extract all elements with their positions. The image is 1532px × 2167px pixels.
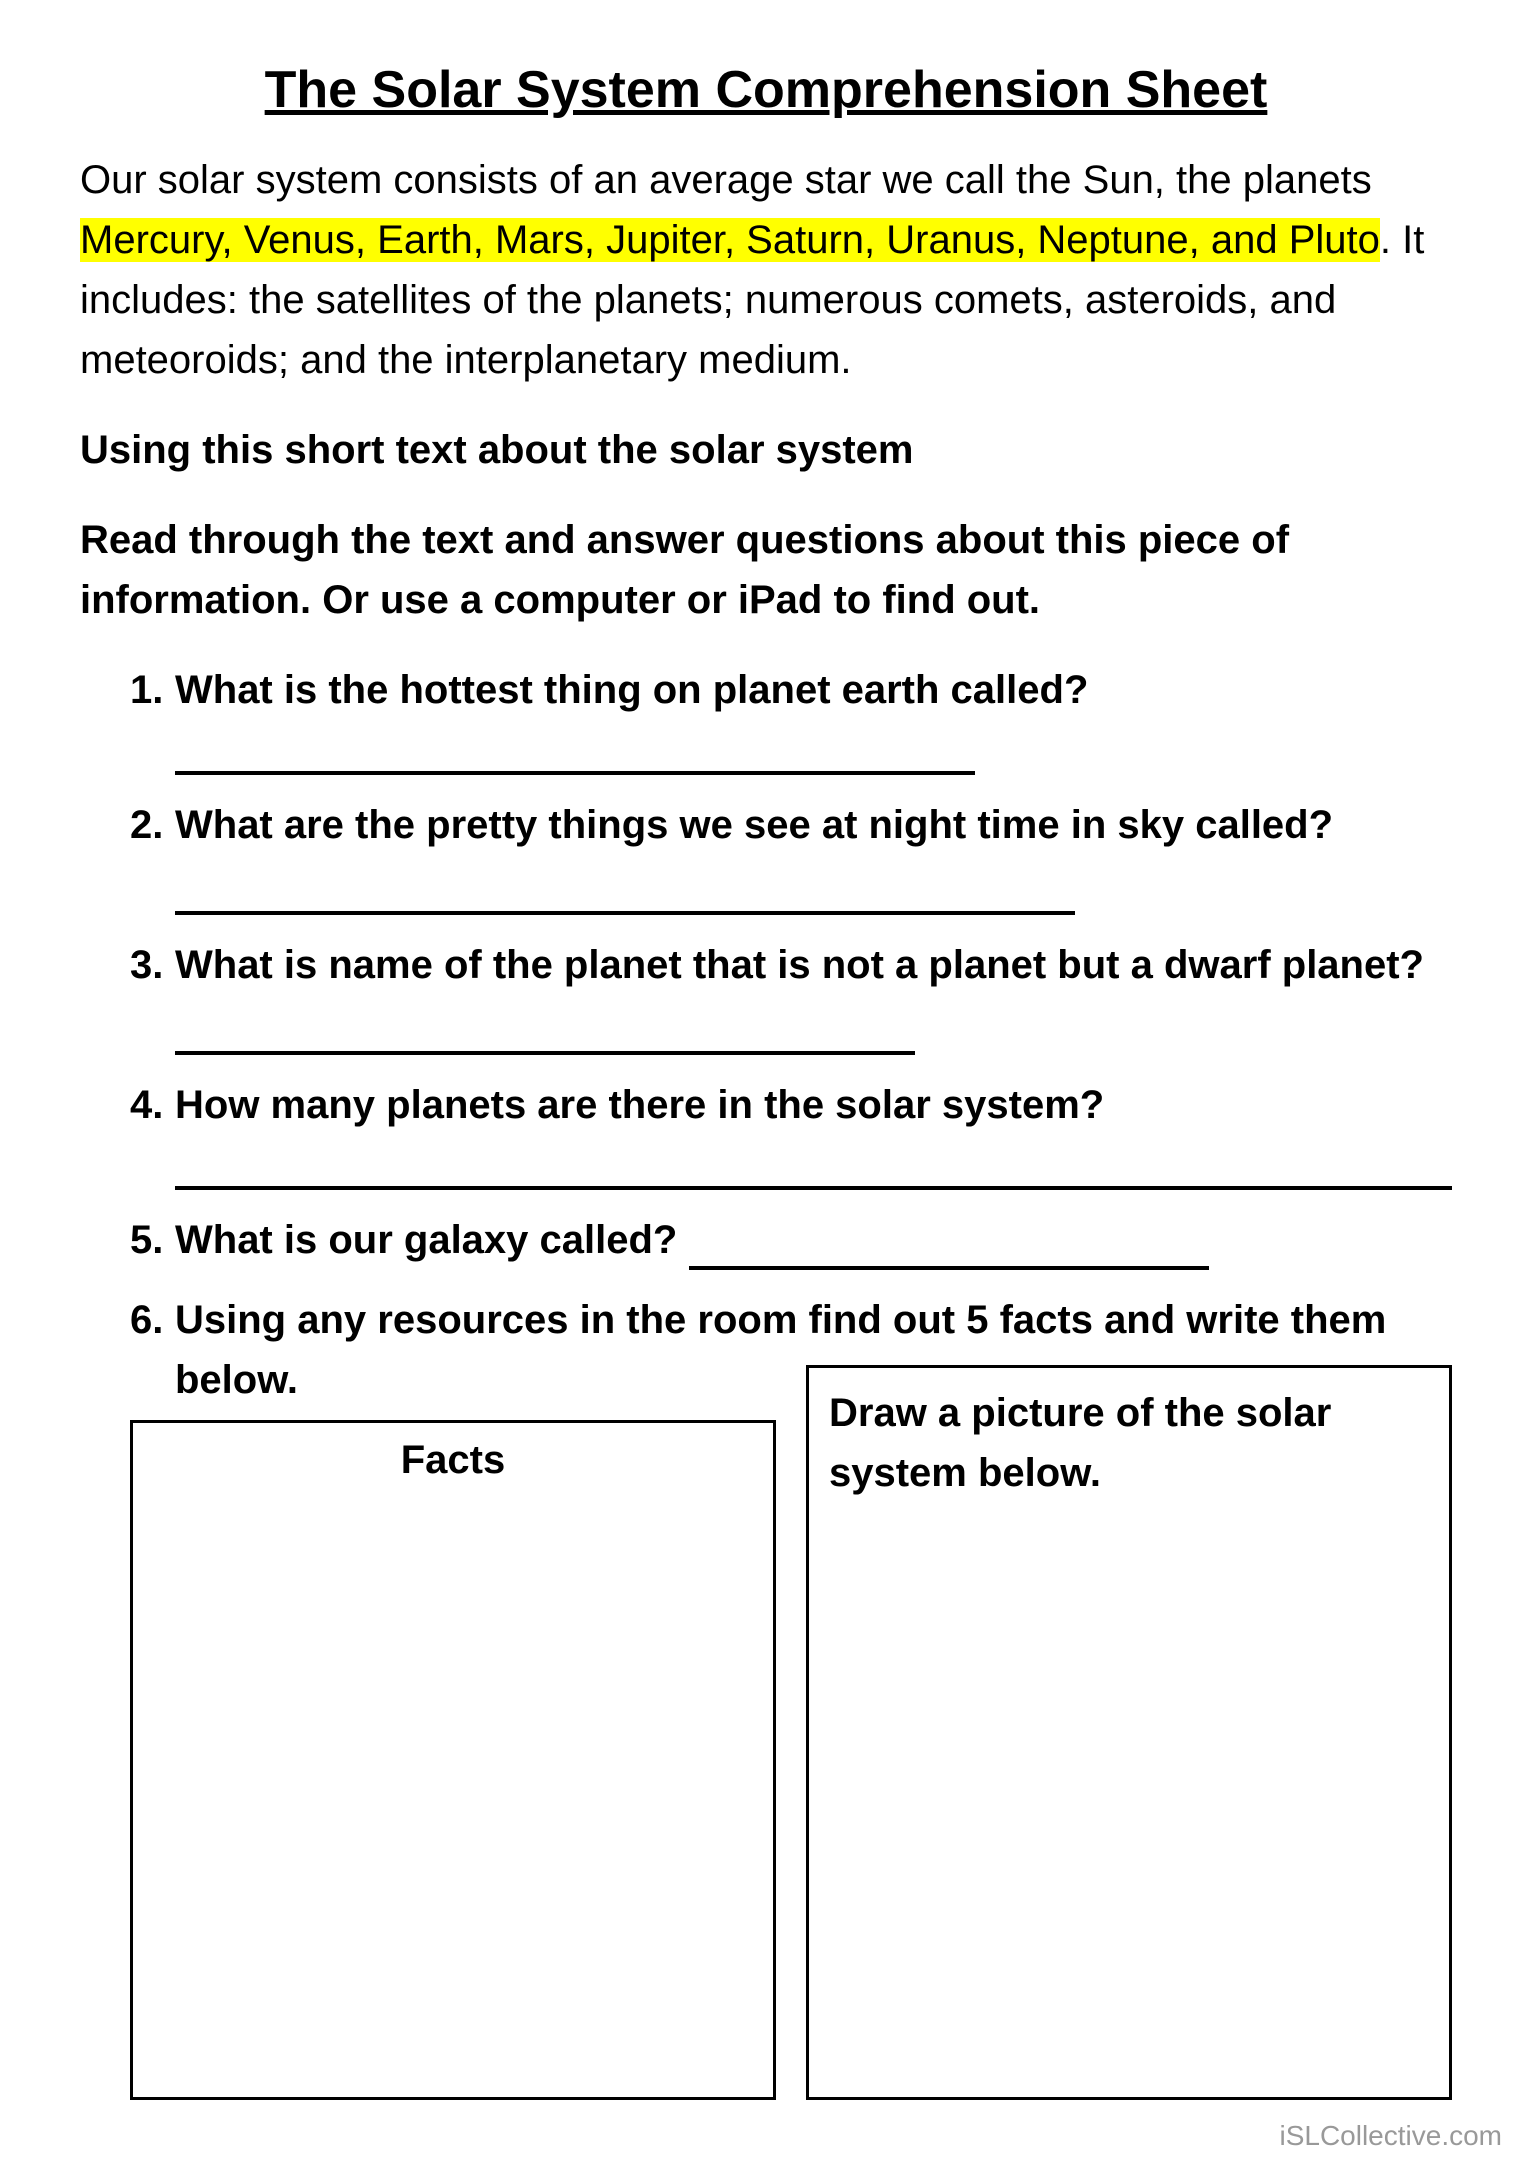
question-text: What is name of the planet that is not a… (175, 935, 1452, 1055)
answer-line[interactable] (175, 1017, 915, 1055)
question-text: What are the pretty things we see at nig… (175, 795, 1452, 915)
question-number: 6. (130, 1290, 175, 1410)
instruction-2: Read through the text and answer questio… (80, 510, 1452, 630)
question-2-text: What are the pretty things we see at nig… (175, 803, 1333, 847)
worksheet-title: The Solar System Comprehension Sheet (80, 60, 1452, 120)
question-number: 4. (130, 1075, 175, 1190)
instruction-1: Using this short text about the solar sy… (80, 420, 1452, 480)
question-3: 3. What is name of the planet that is no… (130, 935, 1452, 1055)
watermark: iSLCollective.com (1279, 2120, 1502, 2152)
questions-list: 1. What is the hottest thing on planet e… (80, 660, 1452, 1410)
question-4-text: How many planets are there in the solar … (175, 1083, 1104, 1127)
question-1-text: What is the hottest thing on planet eart… (175, 668, 1088, 712)
question-number: 3. (130, 935, 175, 1055)
question-number: 5. (130, 1210, 175, 1270)
answer-line[interactable] (175, 1140, 1452, 1190)
answer-line[interactable] (689, 1232, 1209, 1270)
draw-box[interactable]: Draw a picture of the solar system below… (806, 1365, 1452, 2100)
question-number: 2. (130, 795, 175, 915)
intro-highlight: Mercury, Venus, Earth, Mars, Jupiter, Sa… (80, 218, 1380, 262)
question-2: 2. What are the pretty things we see at … (130, 795, 1452, 915)
question-1: 1. What is the hottest thing on planet e… (130, 660, 1452, 775)
facts-box-title: Facts (153, 1438, 753, 1483)
question-5-text: What is our galaxy called? (175, 1218, 677, 1262)
question-number: 1. (130, 660, 175, 775)
intro-before: Our solar system consists of an average … (80, 158, 1372, 202)
question-4: 4. How many planets are there in the sol… (130, 1075, 1452, 1190)
intro-paragraph: Our solar system consists of an average … (80, 150, 1452, 390)
question-3-text: What is name of the planet that is not a… (175, 943, 1424, 987)
boxes-row: Facts Draw a picture of the solar system… (80, 1420, 1452, 2100)
question-text: What is our galaxy called? (175, 1210, 1452, 1270)
question-text: How many planets are there in the solar … (175, 1075, 1452, 1190)
draw-box-title: Draw a picture of the solar system below… (829, 1383, 1429, 1503)
facts-box[interactable]: Facts (130, 1420, 776, 2100)
answer-line[interactable] (175, 877, 1075, 915)
question-text: What is the hottest thing on planet eart… (175, 660, 1452, 775)
answer-line[interactable] (175, 725, 975, 775)
question-5: 5. What is our galaxy called? (130, 1210, 1452, 1270)
